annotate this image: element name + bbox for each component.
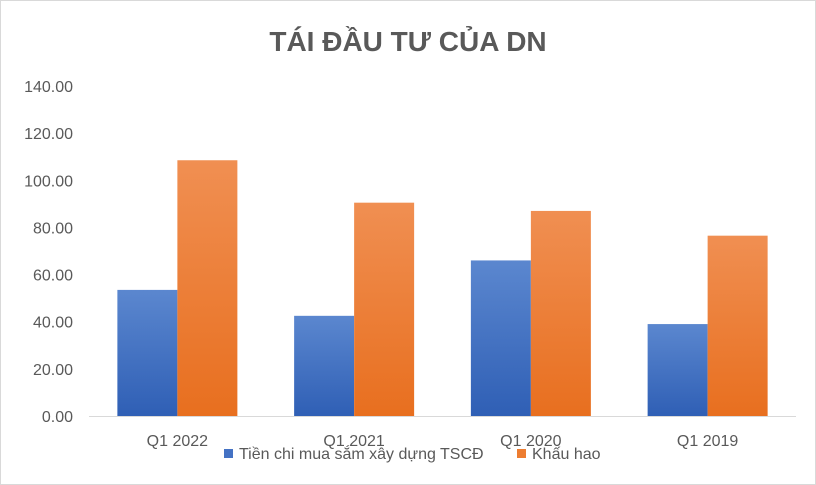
x-tick-label: Q1 2020 [500, 433, 561, 450]
x-axis-tick-labels: Q1 2022 Q1 2021 Q1 2020 Q1 2019 [147, 433, 739, 450]
y-tick-label: 40.00 [33, 315, 73, 332]
y-tick-label: 60.00 [33, 268, 73, 285]
y-tick-label: 80.00 [33, 220, 73, 237]
bar-series-2 [177, 160, 238, 416]
bar-group [470, 210, 591, 416]
chart-title: TÁI ĐẦU TƯ CỦA DN [269, 25, 546, 57]
bar-series-1 [117, 289, 178, 416]
y-tick-label: 120.00 [24, 126, 73, 143]
bar-group [294, 202, 415, 416]
bar-series-1 [470, 260, 531, 416]
x-tick-label: Q1 2021 [323, 433, 384, 450]
bar-series-2 [354, 202, 415, 416]
y-tick-label: 140.00 [24, 79, 73, 96]
legend-swatch-series-1 [224, 449, 233, 458]
y-tick-label: 100.00 [24, 173, 73, 190]
bar-series-2 [530, 210, 591, 416]
bar-group [117, 160, 238, 416]
bar-groups [117, 160, 768, 416]
y-tick-label: 20.00 [33, 362, 73, 379]
y-tick-label: 0.00 [42, 409, 73, 426]
bar-series-1 [647, 324, 708, 416]
bar-series-2 [707, 235, 768, 416]
bar-group [647, 235, 768, 416]
x-tick-label: Q1 2019 [677, 433, 738, 450]
x-tick-label: Q1 2022 [147, 433, 208, 450]
legend-label-series-1: Tiền chi mua sắm xây dựng TSCĐ [239, 444, 484, 463]
bar-series-1 [294, 315, 355, 416]
y-axis-tick-labels: 0.00 20.00 40.00 60.00 80.00 100.00 120.00 140.… [24, 79, 73, 426]
legend: Tiền chi mua sắm xây dựng TSCĐ Khấu hao [224, 444, 601, 463]
legend-label-series-2: Khấu hao [532, 446, 601, 463]
legend-swatch-series-2 [517, 449, 526, 458]
